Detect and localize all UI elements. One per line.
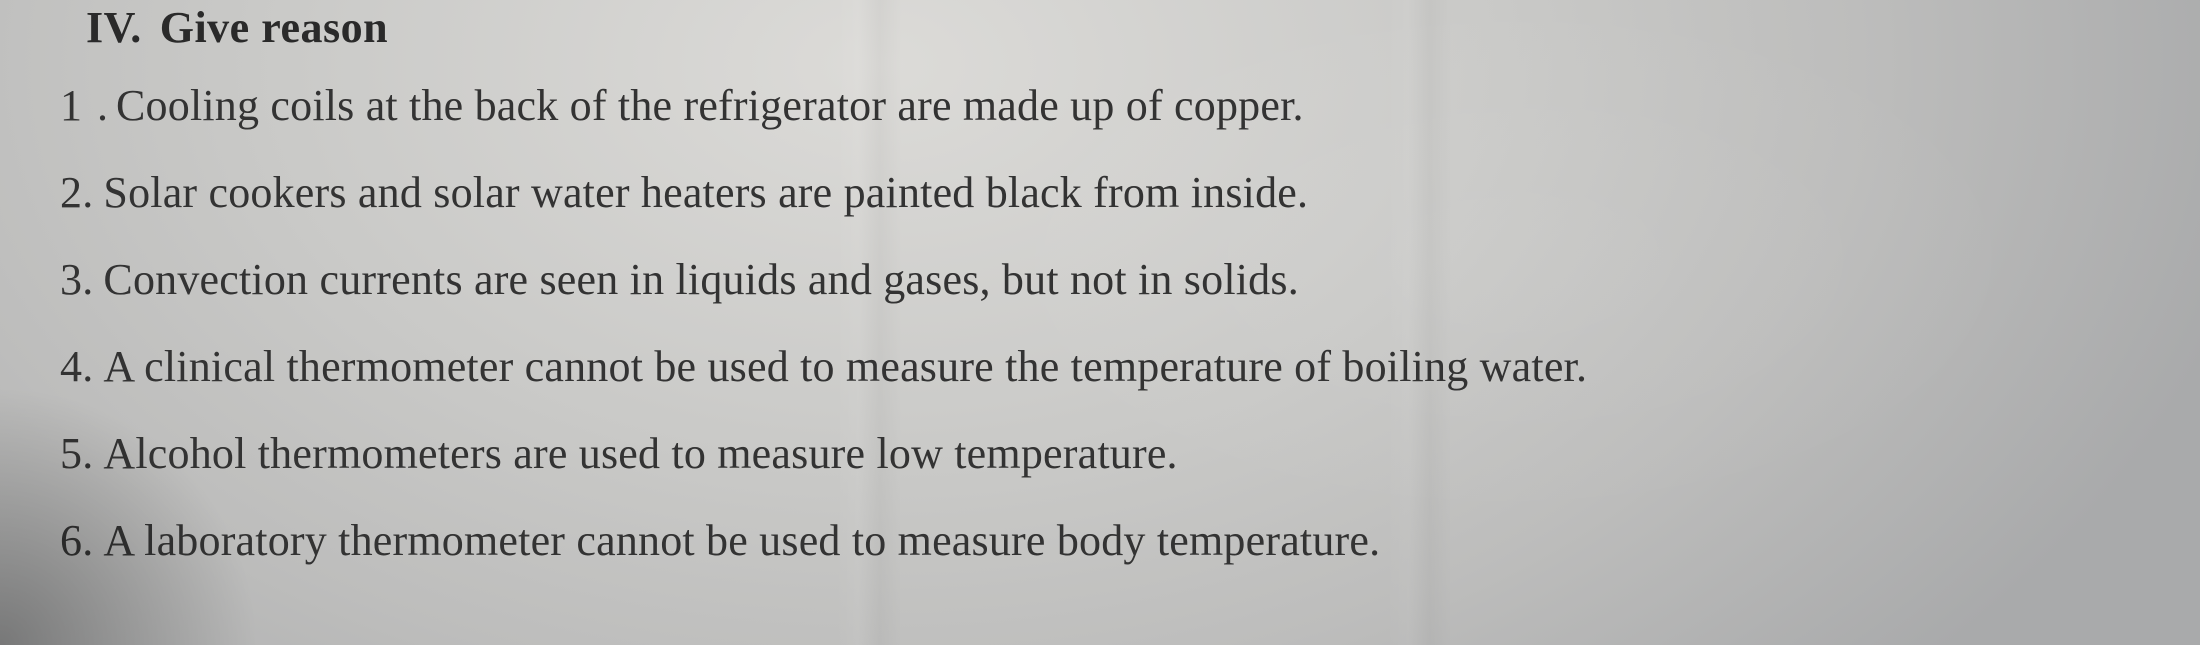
section-heading: IV. Give reason	[86, 6, 2140, 50]
question-number: 3.	[60, 258, 93, 302]
question-number: 6.	[60, 519, 93, 563]
question-number: 4.	[60, 345, 93, 389]
worksheet-page: IV. Give reason 1 .Cooling coils at the b…	[0, 0, 2200, 563]
list-item: 1 .Cooling coils at the back of the refr…	[60, 84, 2140, 128]
question-text: Cooling coils at the back of the refrige…	[116, 81, 1304, 130]
question-number: 5.	[60, 432, 93, 476]
section-number: IV.	[86, 3, 142, 52]
question-text: A clinical thermometer cannot be used to…	[103, 342, 1587, 391]
section-title: Give reason	[160, 3, 388, 52]
list-item: 4.A clinical thermometer cannot be used …	[60, 345, 2140, 389]
question-text: Alcohol thermometers are used to measure…	[103, 429, 1177, 478]
list-item: 6.A laboratory thermometer cannot be use…	[60, 519, 2140, 563]
question-text: A laboratory thermometer cannot be used …	[103, 516, 1380, 565]
list-item: 2.Solar cookers and solar water heaters …	[60, 171, 2140, 215]
question-number: 1 .	[60, 84, 110, 128]
question-number: 2.	[60, 171, 93, 215]
question-text: Convection currents are seen in liquids …	[103, 255, 1298, 304]
list-item: 5.Alcohol thermometers are used to measu…	[60, 432, 2140, 476]
question-list: 1 .Cooling coils at the back of the refr…	[60, 84, 2140, 563]
question-text: Solar cookers and solar water heaters ar…	[103, 168, 1308, 217]
list-item: 3.Convection currents are seen in liquid…	[60, 258, 2140, 302]
